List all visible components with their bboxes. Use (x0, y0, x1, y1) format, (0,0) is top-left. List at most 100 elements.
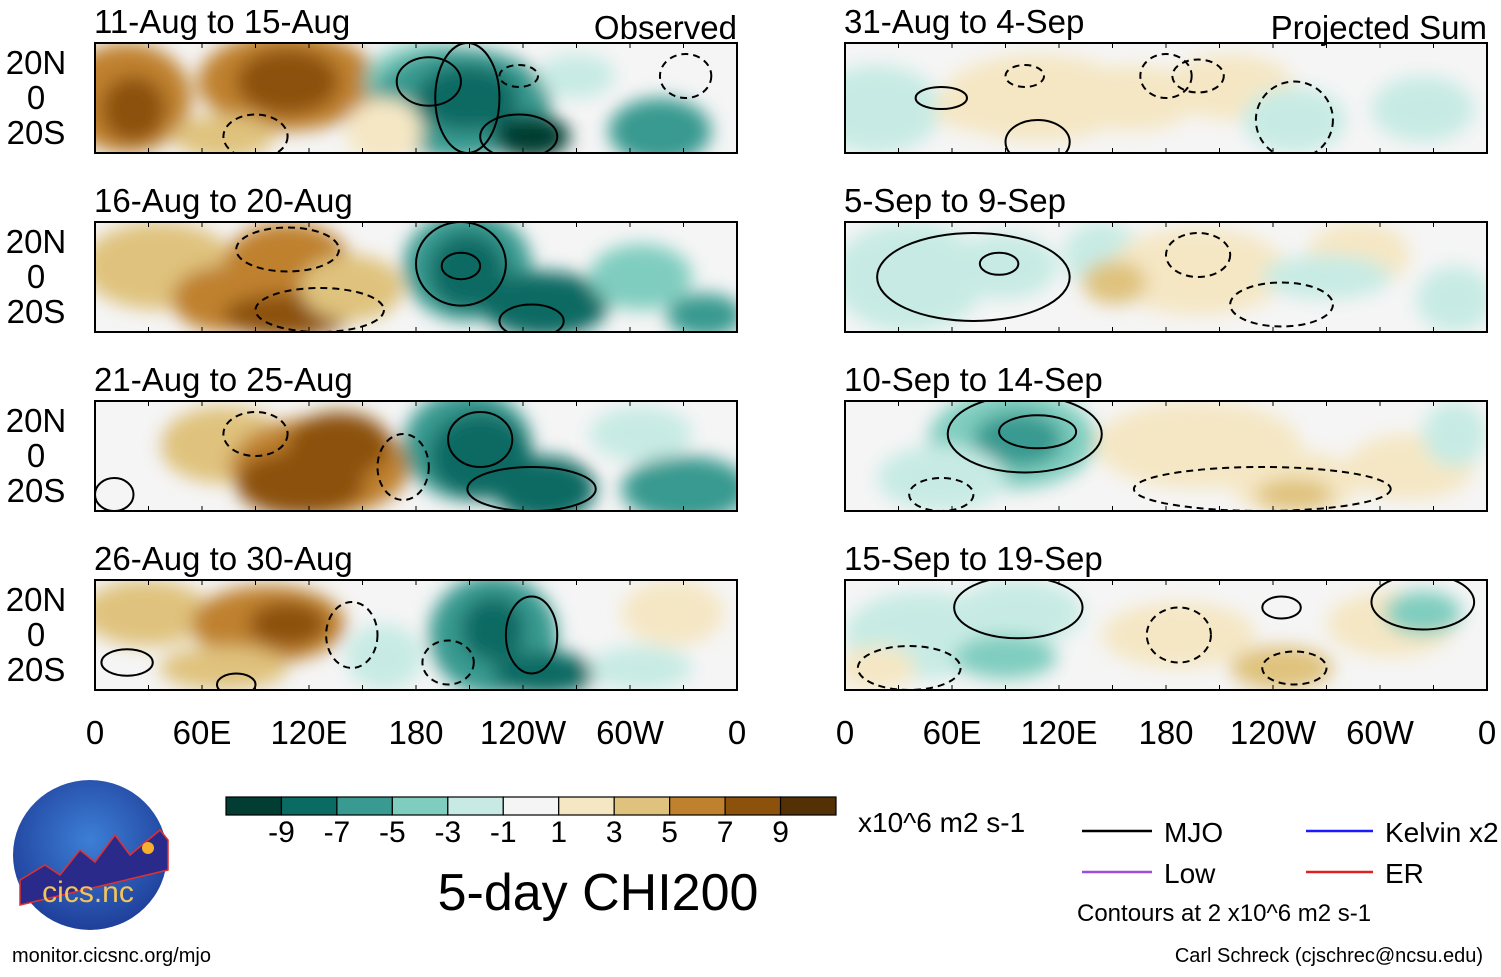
mjo-contour-negative (1145, 606, 1212, 664)
colorbar-swatch (558, 796, 615, 816)
mjo-contour-positive (978, 251, 1020, 276)
mjo-contour-negative (325, 601, 379, 669)
anomaly-region (1108, 227, 1288, 316)
colorbar-label: -3 (434, 816, 461, 849)
footer-author: Carl Schreck (cjschrec@ncsu.edu) (1175, 945, 1483, 967)
lat-label: 20N (6, 223, 67, 260)
lon-label: 120E (270, 714, 347, 751)
anomaly-region (621, 456, 737, 511)
colorbar-swatch (779, 796, 837, 816)
colorbar-label: 5 (661, 816, 678, 849)
colorbar-swatch (225, 796, 283, 816)
anomaly-region (608, 98, 712, 153)
anomaly-region (845, 222, 987, 332)
lon-label: 0 (1478, 714, 1496, 751)
legend-label-kelvin: Kelvin x2 (1385, 817, 1499, 848)
mjo-contour-positive (504, 595, 559, 675)
lat-label: 20N (6, 402, 67, 439)
map-panel: 15-Sep to 19-Sep (844, 540, 1488, 691)
anomaly-region (416, 65, 519, 131)
anomaly-region (1384, 591, 1462, 635)
panel-tag: Observed (594, 9, 737, 46)
mjo-contour-positive (479, 113, 559, 153)
anomaly-region (493, 456, 596, 511)
lon-label: 60E (173, 714, 232, 751)
mjo-contour-positive (914, 86, 968, 110)
anomaly-region (101, 76, 166, 142)
panel-title: 5-Sep to 9-Sep (844, 182, 1066, 219)
mjo-contour-negative (498, 64, 539, 88)
panel-title: 10-Sep to 14-Sep (844, 361, 1103, 398)
colorbar-label: 9 (772, 816, 789, 849)
legend: MJO Kelvin x2 Low ER Contours at 2 x10^6… (1077, 817, 1499, 927)
lon-axis-right: 0 60E 120E 180 120W 60W 0 (836, 714, 1496, 751)
map-panel: 31-Aug to 4-Sep Projected Sum (844, 3, 1488, 154)
colorbar-label: -1 (490, 816, 517, 849)
mjo-contour-positive (998, 414, 1078, 450)
lat-label: 0 (27, 616, 45, 653)
lat-label: 20S (7, 293, 66, 330)
mjo-contour-negative (235, 226, 340, 273)
lat-label: 20S (7, 114, 66, 151)
mjo-contour-negative (1004, 64, 1046, 88)
anomaly-region (621, 580, 725, 646)
mjo-contour-negative (856, 645, 962, 690)
lat-label: 0 (27, 258, 45, 295)
anomaly-region (1255, 478, 1333, 511)
anomaly-region (973, 412, 1064, 467)
anomaly-region (345, 624, 423, 690)
colorbar-swatch (502, 796, 560, 816)
mjo-contour-negative (421, 639, 475, 686)
footer-url[interactable]: monitor.cicsnc.org/mjo (12, 945, 211, 967)
mjo-contour-positive (953, 580, 1084, 640)
colorbar-swatch (280, 796, 338, 816)
mjo-contour-positive (395, 56, 462, 107)
mjo-contour-positive (946, 401, 1103, 474)
anomaly-region (1243, 87, 1346, 153)
colorbar-swatch (669, 796, 726, 816)
lon-label: 60E (923, 714, 982, 751)
panel-title: 26-Aug to 30-Aug (94, 540, 353, 577)
anomaly-region (1371, 76, 1475, 142)
anomaly-region (954, 580, 1083, 646)
mjo-contour-positive (876, 232, 1071, 322)
mjo-contour-negative (1254, 80, 1334, 153)
lon-label: 0 (836, 714, 854, 751)
mjo-contour-negative (222, 113, 289, 153)
mjo-contour-negative (1139, 53, 1193, 99)
anomaly-region (345, 98, 423, 153)
mjo-contour-positive (215, 672, 257, 690)
anomaly-region (1262, 255, 1391, 299)
mjo-contour-negative (1132, 466, 1392, 511)
anomaly-region (589, 244, 693, 310)
anomaly-region (493, 651, 596, 690)
mjo-contour-positive (415, 222, 507, 307)
anomaly-region (159, 646, 288, 690)
colorbar-swatch (613, 796, 671, 816)
panel-title: 21-Aug to 25-Aug (94, 361, 353, 398)
anomaly-region (1416, 266, 1487, 332)
map-panel: 10-Sep to 14-Sep (844, 361, 1488, 512)
lat-label: 0 (27, 79, 45, 116)
colorbar-label: -7 (324, 816, 351, 849)
mjo-contour-positive (1370, 580, 1476, 631)
lon-label: 0 (728, 714, 746, 751)
mjo-contour-positive (434, 43, 501, 153)
anomaly-region (934, 87, 1012, 131)
mjo-contour-negative (222, 411, 289, 457)
anomaly-region (300, 255, 404, 321)
anomaly-region (249, 602, 327, 646)
colorbar-swatch (447, 796, 504, 816)
lon-axis-left: 0 60E 120E 180 120W 60W 0 (86, 714, 746, 751)
mjo-contour-positive (95, 477, 135, 511)
anomaly-region (1101, 602, 1256, 668)
lon-label: 60W (596, 714, 665, 751)
panel-tag: Projected Sum (1271, 9, 1487, 46)
contour-note: Contours at 2 x10^6 m2 s-1 (1077, 900, 1371, 927)
lon-label: 120E (1020, 714, 1097, 751)
mjo-contour-negative (658, 53, 713, 99)
panel-title: 16-Aug to 20-Aug (94, 182, 353, 219)
anomaly-region (877, 445, 1006, 511)
